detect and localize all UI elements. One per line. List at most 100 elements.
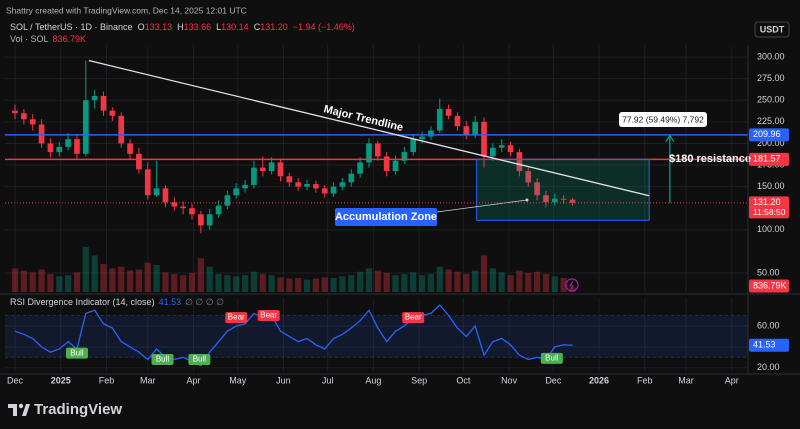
volume-bar: [401, 274, 408, 292]
rsi-header: RSI Divergence Indicator (14, close) 41.5…: [10, 297, 224, 307]
candle-body: [233, 188, 240, 196]
y-tick-label: 250.00: [757, 95, 785, 105]
volume-bar: [436, 266, 443, 292]
candle-body: [419, 136, 425, 140]
rsi-tag-box: [749, 338, 789, 352]
volume-bar: [91, 255, 98, 292]
candle-body: [295, 182, 302, 187]
x-tick-label: Nov: [501, 375, 518, 385]
volume-bar: [250, 271, 258, 292]
measure-arrowhead: [665, 134, 675, 142]
x-tick-label: 2026: [589, 375, 609, 385]
ohlc-label: H: [177, 22, 184, 32]
signal-box: [151, 353, 174, 365]
candle-body: [304, 184, 310, 187]
level-label: 209.96: [753, 129, 781, 139]
candle-body: [136, 153, 142, 170]
candle-body: [463, 126, 470, 135]
x-tick-label: Feb: [99, 375, 115, 385]
volume-tag-box: [749, 279, 789, 293]
y-tick-label: 60.00: [757, 320, 780, 330]
y-tick-label: 100.00: [757, 224, 785, 234]
candle-body: [339, 182, 346, 187]
signal-label: Bear: [260, 311, 277, 320]
y-tick-label: 225.00: [757, 116, 785, 126]
volume-bar: [516, 270, 523, 292]
logo-dot: [18, 403, 24, 409]
volume-bar: [215, 274, 222, 292]
volume-bar: [365, 268, 373, 292]
volume-bar: [303, 279, 311, 292]
candle-body: [428, 130, 434, 137]
trendline: [88, 59, 650, 197]
candle-body: [534, 182, 540, 196]
y-tick-label: 50.00: [757, 267, 780, 277]
volume-bar: [11, 268, 19, 292]
x-tick-label: Dec: [7, 375, 24, 385]
y-tick-label: 200.00: [757, 138, 785, 148]
candle-body: [21, 113, 27, 120]
volume-bar: [445, 269, 452, 292]
candle-body: [268, 162, 275, 172]
volume-bar: [418, 275, 426, 292]
signal-box: [65, 347, 88, 359]
volume-bar: [206, 266, 213, 292]
countdown: 11:58:50: [753, 207, 786, 217]
resistance-label: $180 resistance: [669, 153, 751, 165]
candle-body: [348, 173, 355, 183]
alert-icon: [565, 278, 579, 292]
candle-body: [498, 145, 505, 148]
y-tick-label: 300.00: [757, 51, 785, 61]
signal-label: Bear: [228, 313, 245, 322]
rsi-value: 41.53: [159, 297, 182, 307]
brand-logo: [8, 403, 30, 416]
volume-bar: [551, 276, 558, 292]
watermark: Shattry created with TradingView.com, De…: [6, 5, 247, 15]
candle-body: [198, 214, 204, 226]
measure-label: 77.92 (59.49%) 7,792: [622, 114, 704, 124]
logo-mark: [8, 404, 17, 416]
candle-body: [330, 186, 337, 194]
volume-bar: [188, 272, 196, 292]
last-price-box: [749, 196, 789, 219]
volume-bar: [100, 263, 107, 292]
candle-body: [392, 160, 399, 172]
volume-bar: [180, 275, 187, 292]
x-tick-label: Mar: [140, 375, 156, 385]
candle-body: [242, 184, 248, 189]
signal-box: [188, 353, 211, 365]
ohlc-value: 130.14: [221, 22, 249, 32]
y-tick-label: 20.00: [757, 362, 780, 372]
y-tick-label: 275.00: [757, 73, 785, 83]
rsi-band: [5, 315, 748, 358]
volume-tag: 836.79K: [753, 280, 787, 290]
volume-bar: [135, 269, 143, 292]
x-tick-label: Jun: [276, 375, 291, 385]
volume-bar: [171, 274, 178, 292]
brand: TradingView: [34, 401, 122, 418]
candle-body: [454, 115, 461, 127]
candle-body: [401, 152, 408, 161]
volume-bar: [560, 277, 567, 292]
volume-header: Vol · SOL 836.79K: [10, 34, 86, 44]
volume-bar: [295, 277, 302, 292]
candle-body: [215, 205, 222, 215]
candle-body: [357, 162, 363, 174]
candle-body: [118, 115, 125, 144]
volume-bar: [109, 268, 116, 292]
candle-body: [551, 198, 558, 203]
logo-mark: [22, 404, 30, 416]
volume-bar: [357, 271, 364, 292]
candle-body: [490, 147, 496, 157]
plot: [11, 60, 576, 367]
volume-bar: [534, 271, 541, 292]
candle-body: [47, 143, 54, 153]
candle-body: [56, 146, 63, 153]
candle-body: [171, 202, 178, 207]
ohlc-label: C: [254, 22, 261, 32]
rsi-title: RSI Divergence Indicator (14, close): [10, 297, 155, 307]
level-label: 181.57: [753, 154, 781, 164]
volume-bar: [427, 274, 435, 292]
symbol-line: SOL / TetherUS · 1D · Binance O133.13 H133…: [10, 22, 355, 32]
